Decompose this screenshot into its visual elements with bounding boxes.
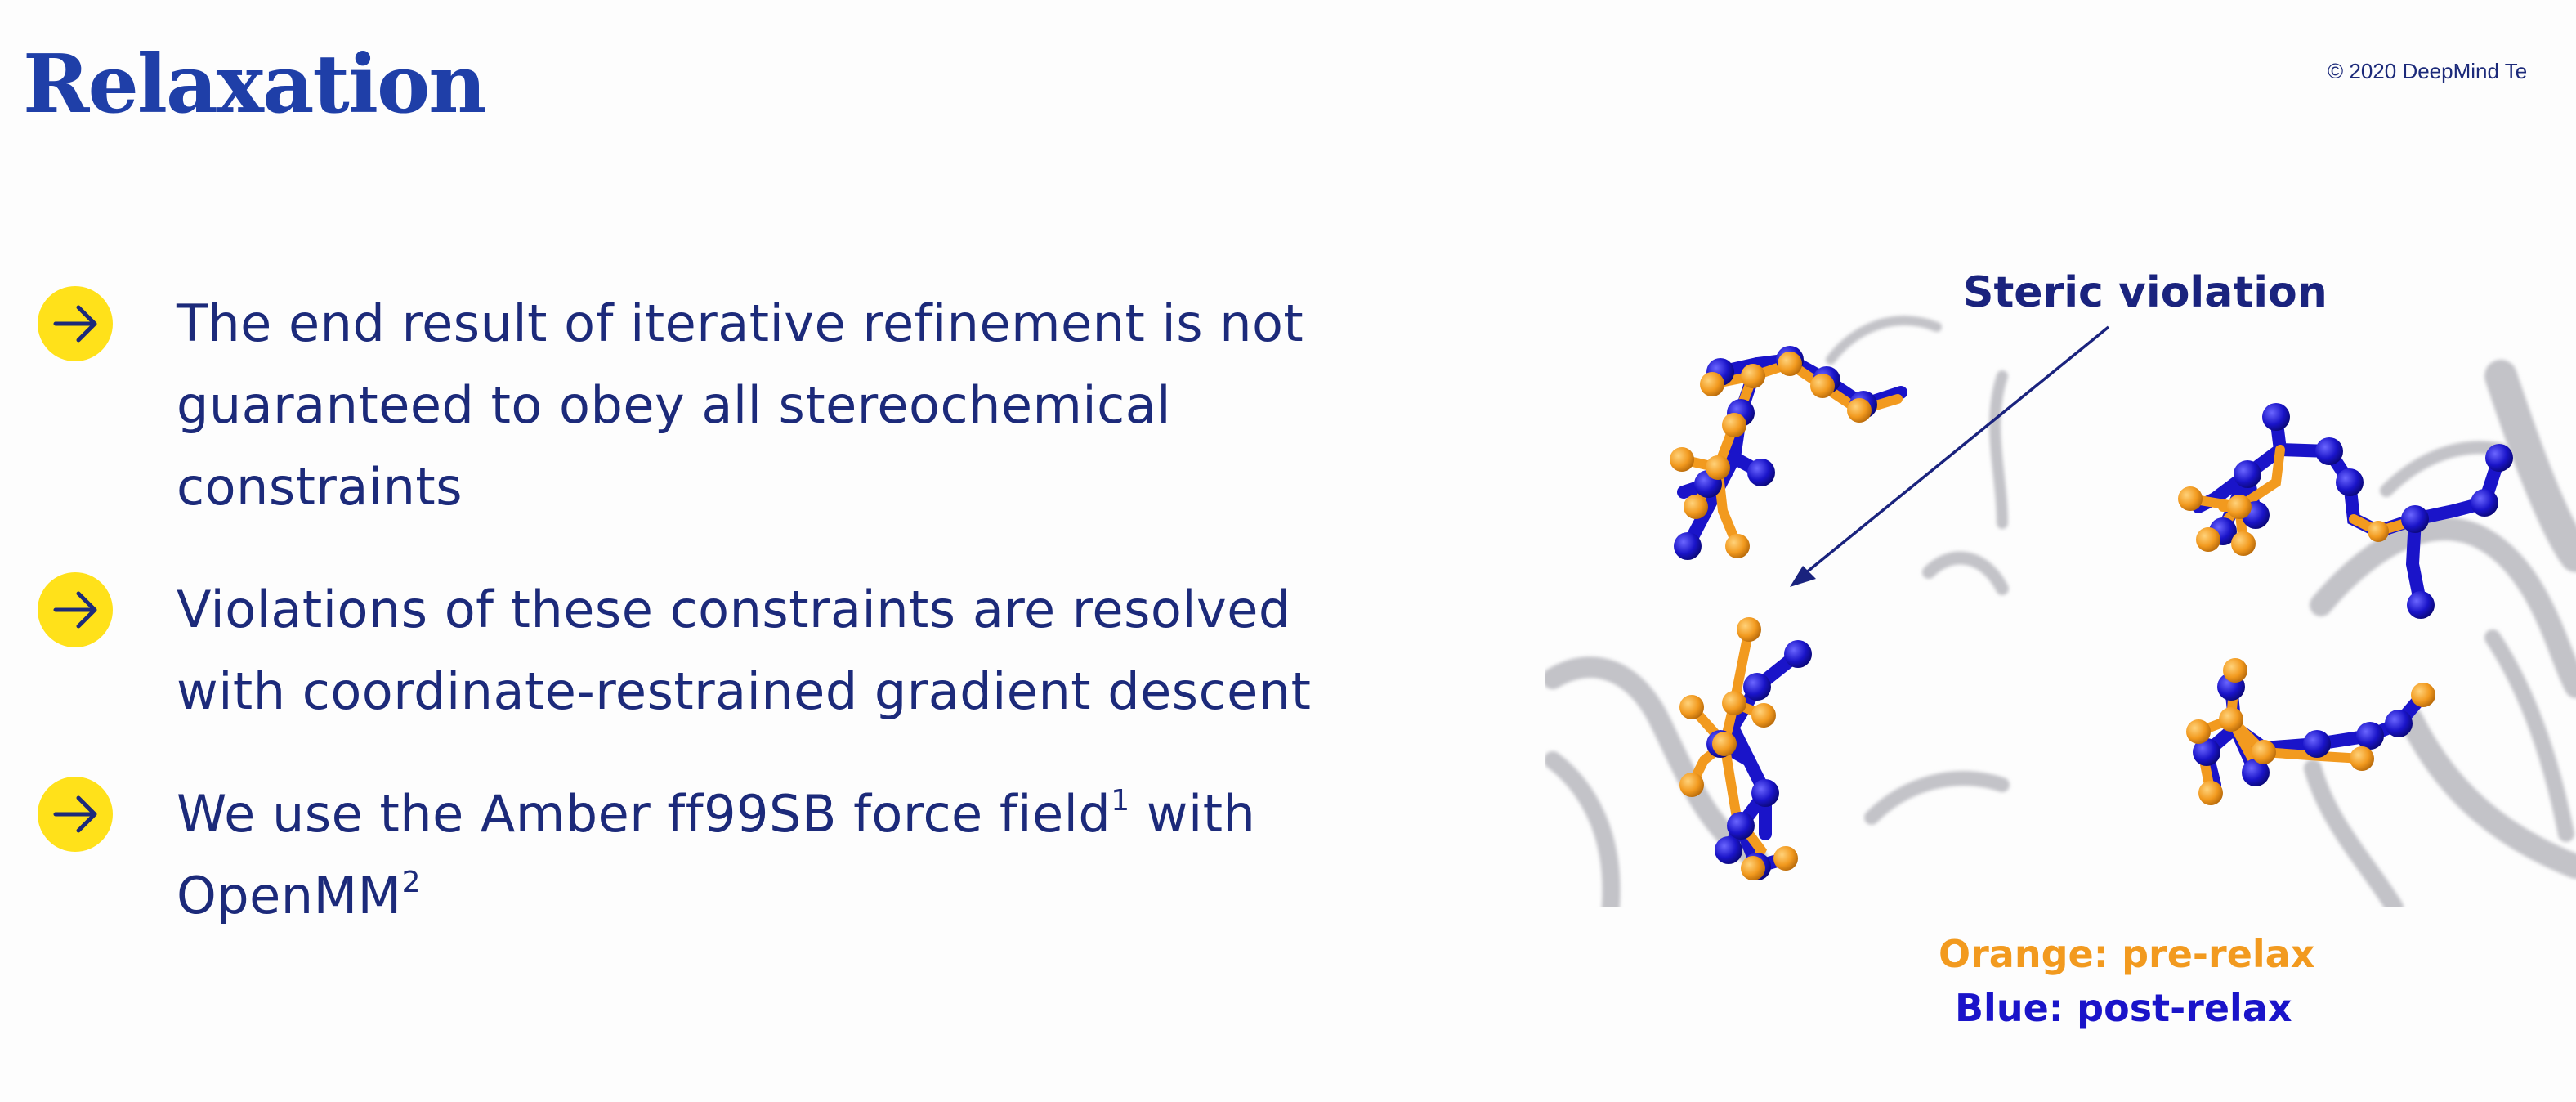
residue-upper-left <box>1670 346 1907 560</box>
footnote-ref-1: 1 <box>1111 784 1130 818</box>
residue-lower-right <box>2186 658 2435 805</box>
bullet-1-line-3: constraints <box>177 457 463 517</box>
bullet-3-line-2-text: OpenMM <box>177 866 402 925</box>
bullet-text-1: The end result of iterative refinement i… <box>177 283 1451 528</box>
molecule-figure: Steric violation Orange: pre-relax <box>1542 262 2576 976</box>
arrow-right-icon <box>38 286 113 361</box>
bullet-1-line-1: The end result of iterative refinement i… <box>177 293 1304 353</box>
arrow-right-icon <box>38 777 113 852</box>
bullet-text-3: We use the Amber ff99SB force field1 wit… <box>177 773 1451 937</box>
molecule-structure-image <box>1542 262 2576 925</box>
bullet-text-2: Violations of these constraints are reso… <box>177 569 1451 732</box>
residue-upper-right <box>2178 403 2513 619</box>
bullet-3-line-1-suffix: with <box>1129 784 1256 844</box>
bullet-2-line-1: Violations of these constraints are reso… <box>177 580 1291 639</box>
bullet-3-line-1-text: We use the Amber ff99SB force field <box>177 784 1111 844</box>
bullet-3-line-1: We use the Amber ff99SB force field1 wit… <box>177 773 1451 855</box>
protein-ribbon-left <box>1542 316 2010 925</box>
steric-violation-arrow <box>1790 325 2110 587</box>
bullet-2-line-2: with coordinate-restrained gradient desc… <box>177 661 1312 721</box>
arrow-right-icon <box>38 572 113 647</box>
legend-blue-label: Blue: post-relax <box>1955 986 2292 1030</box>
protein-ribbon-right <box>2304 360 2576 916</box>
steric-violation-label: Steric violation <box>1963 268 2328 317</box>
footnote-ref-2: 2 <box>401 866 421 899</box>
bullet-1-line-2: guaranteed to obey all stereochemical <box>177 375 1171 435</box>
bullet-3-line-2: OpenMM2 <box>177 855 1451 937</box>
legend-orange-label: Orange: pre-relax <box>1939 932 2315 976</box>
copyright-notice: © 2020 DeepMind Te <box>2328 59 2528 83</box>
slide-title: Relaxation <box>23 38 487 132</box>
residue-lower-left <box>1679 617 1812 880</box>
